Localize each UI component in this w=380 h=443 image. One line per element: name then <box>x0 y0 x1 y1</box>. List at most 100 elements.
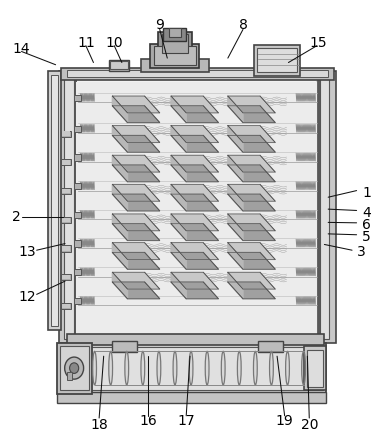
Ellipse shape <box>286 351 290 385</box>
Polygon shape <box>171 96 218 113</box>
Polygon shape <box>228 194 275 211</box>
Ellipse shape <box>269 351 273 385</box>
Bar <box>74 126 81 132</box>
Polygon shape <box>228 184 243 211</box>
Text: 19: 19 <box>276 414 293 428</box>
Polygon shape <box>112 214 128 241</box>
Ellipse shape <box>125 351 129 385</box>
Polygon shape <box>112 214 160 231</box>
Bar <box>258 341 283 352</box>
Bar <box>169 28 180 37</box>
Polygon shape <box>112 155 160 172</box>
Polygon shape <box>228 96 243 123</box>
Bar <box>67 71 325 345</box>
Text: 13: 13 <box>18 245 36 260</box>
Bar <box>141 59 209 72</box>
Bar <box>154 46 196 65</box>
Polygon shape <box>171 194 218 211</box>
Text: 20: 20 <box>301 418 318 431</box>
Polygon shape <box>171 214 186 241</box>
Polygon shape <box>112 136 160 152</box>
Bar <box>304 346 326 390</box>
Polygon shape <box>112 184 128 211</box>
Bar <box>61 274 71 280</box>
Polygon shape <box>112 243 160 260</box>
Bar <box>162 34 188 53</box>
Polygon shape <box>112 184 160 201</box>
Bar <box>74 95 81 101</box>
Text: 17: 17 <box>177 414 195 428</box>
Bar <box>79 347 323 390</box>
Ellipse shape <box>302 351 306 385</box>
Polygon shape <box>171 243 218 260</box>
Bar <box>61 245 71 252</box>
Polygon shape <box>112 272 160 289</box>
Polygon shape <box>171 184 186 211</box>
Polygon shape <box>228 272 243 299</box>
Polygon shape <box>228 165 275 182</box>
Polygon shape <box>228 214 275 231</box>
Circle shape <box>70 363 79 373</box>
Polygon shape <box>228 214 243 241</box>
Text: 2: 2 <box>12 210 21 224</box>
Bar <box>48 71 61 330</box>
Text: 6: 6 <box>362 218 371 232</box>
Bar <box>62 246 70 251</box>
Text: 5: 5 <box>362 230 371 244</box>
Bar <box>254 45 300 76</box>
Ellipse shape <box>157 351 161 385</box>
Polygon shape <box>112 126 128 152</box>
Polygon shape <box>228 243 243 269</box>
Bar <box>64 76 74 338</box>
Bar <box>111 61 128 69</box>
Ellipse shape <box>238 351 241 385</box>
Text: 9: 9 <box>155 18 164 32</box>
Text: 16: 16 <box>139 414 157 428</box>
Polygon shape <box>112 194 160 211</box>
Bar <box>59 71 76 343</box>
Ellipse shape <box>173 351 177 385</box>
Polygon shape <box>112 155 128 182</box>
Polygon shape <box>112 126 160 143</box>
Bar <box>62 189 70 193</box>
Polygon shape <box>171 272 186 299</box>
Circle shape <box>65 357 84 379</box>
Ellipse shape <box>221 351 225 385</box>
Polygon shape <box>228 253 275 269</box>
Bar <box>76 343 326 394</box>
Text: 3: 3 <box>356 245 365 260</box>
Bar <box>62 275 70 280</box>
Bar <box>61 131 71 137</box>
Text: 1: 1 <box>362 186 371 200</box>
Bar <box>61 68 334 80</box>
Bar <box>62 303 70 308</box>
Polygon shape <box>112 106 160 123</box>
Polygon shape <box>112 243 128 269</box>
Polygon shape <box>112 96 128 123</box>
Bar <box>163 28 186 41</box>
Polygon shape <box>171 224 218 241</box>
Polygon shape <box>228 155 275 172</box>
Bar <box>257 48 297 72</box>
Text: 14: 14 <box>12 42 30 56</box>
Polygon shape <box>228 136 275 152</box>
Polygon shape <box>171 272 218 289</box>
Bar <box>150 43 200 68</box>
Bar <box>109 60 130 71</box>
Ellipse shape <box>93 351 97 385</box>
Polygon shape <box>228 282 275 299</box>
Polygon shape <box>228 243 275 260</box>
Polygon shape <box>228 126 243 152</box>
Polygon shape <box>171 106 218 123</box>
Bar <box>158 31 192 56</box>
Polygon shape <box>171 165 218 182</box>
Bar <box>74 212 81 218</box>
Bar <box>61 188 71 194</box>
Polygon shape <box>228 155 243 182</box>
Bar <box>66 372 72 381</box>
Polygon shape <box>171 96 186 123</box>
Text: 18: 18 <box>90 418 108 431</box>
Bar <box>76 82 317 334</box>
Bar <box>57 392 326 404</box>
Bar <box>61 303 71 309</box>
